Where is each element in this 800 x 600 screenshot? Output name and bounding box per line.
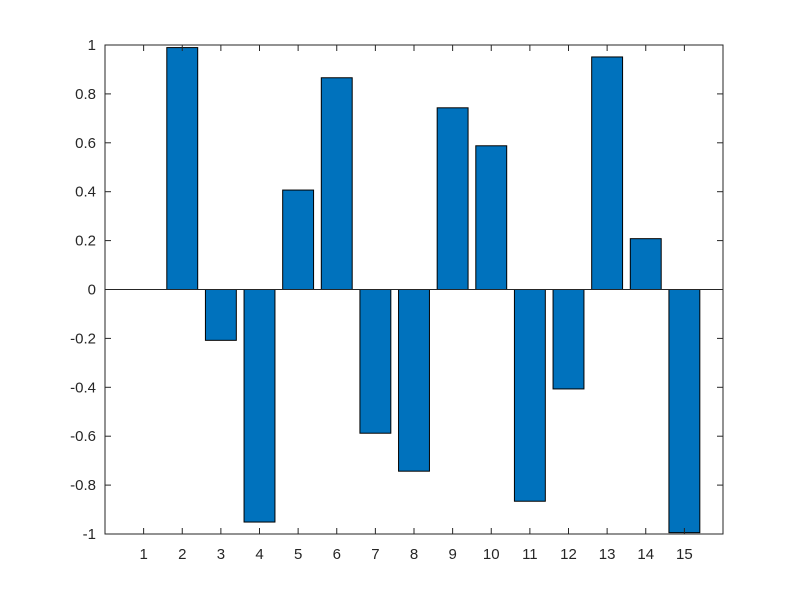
bar-2: [166, 47, 199, 290]
bar-11: [513, 289, 546, 502]
bar-5: [282, 189, 315, 290]
x-tick-label: 9: [448, 546, 456, 563]
y-tick-label: 0.2: [75, 233, 96, 250]
x-tick-label: 8: [410, 546, 418, 563]
x-tick-label: 3: [217, 546, 225, 563]
x-tick-label: 10: [483, 546, 500, 563]
y-tick-label: 0.8: [75, 86, 96, 103]
y-tick-label: 0: [88, 282, 96, 299]
bars-group: [166, 47, 701, 534]
x-tick-label: 1: [139, 546, 147, 563]
x-tick-label: 7: [371, 546, 379, 563]
y-tick-label: -0.2: [70, 330, 96, 347]
bar-6: [320, 77, 353, 290]
y-tick-label: 0.6: [75, 135, 96, 152]
y-axis: -1 -0.8 -0.6 -0.4 -0.2 0 0.2 0.4 0.6 0.8 1: [70, 37, 723, 543]
x-tick-label: 4: [255, 546, 263, 563]
bar-3: [204, 289, 237, 341]
x-tick-label: 2: [178, 546, 186, 563]
x-tick-label: 6: [333, 546, 341, 563]
bar-9: [436, 107, 469, 290]
y-tick-label: -1: [83, 526, 96, 543]
x-tick-label: 12: [560, 546, 577, 563]
bar-8: [398, 289, 430, 472]
bar-13: [591, 56, 624, 290]
x-tick-label: 13: [599, 546, 616, 563]
y-tick-label: -0.6: [70, 428, 96, 445]
x-tick-label: 11: [522, 546, 538, 563]
bar-15: [668, 289, 701, 534]
y-tick-label: 0.4: [75, 184, 96, 201]
x-tick-label: 14: [637, 546, 654, 563]
y-tick-label: 1: [88, 37, 96, 54]
x-tick-label: 5: [294, 546, 302, 563]
x-tick-label: 15: [676, 546, 693, 563]
y-tick-label: -0.8: [70, 477, 96, 494]
bar-4: [243, 289, 276, 523]
y-tick-label: -0.4: [70, 379, 96, 396]
bar-10: [475, 145, 508, 290]
x-axis: 1 2 3 4 5 6 7 8 9 10 11 12 13 14 15: [139, 45, 693, 563]
bar-7: [359, 289, 392, 434]
bar-14: [629, 238, 662, 291]
bar-12: [552, 289, 585, 390]
